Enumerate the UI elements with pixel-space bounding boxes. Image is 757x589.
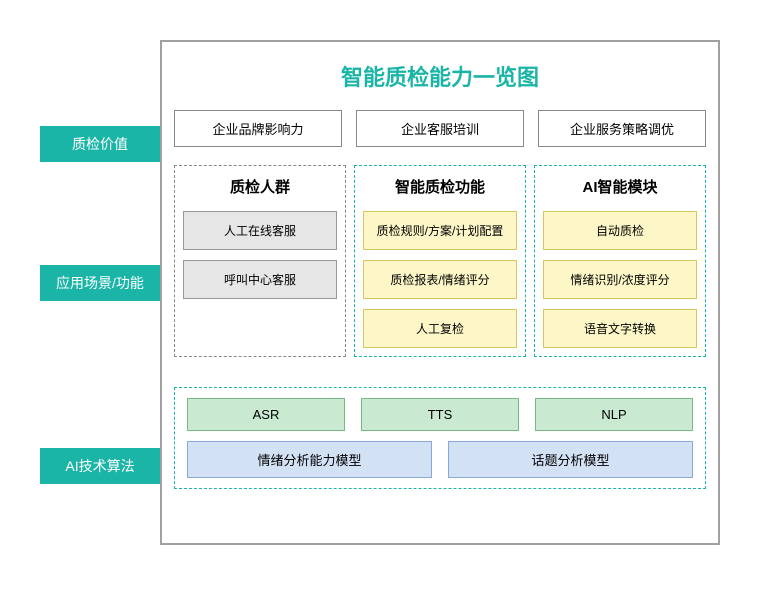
cell-2-2: 语音文字转换 — [543, 309, 697, 348]
value-box-0: 企业品牌影响力 — [174, 110, 342, 147]
side-label-2: AI技术算法 — [40, 448, 160, 484]
cell-2-0: 自动质检 — [543, 211, 697, 250]
side-label-0: 质检价值 — [40, 126, 160, 162]
cell-1-2: 人工复检 — [363, 309, 517, 348]
value-row: 企业品牌影响力企业客服培训企业服务策略调优 — [174, 110, 706, 147]
tech-cell-1-2: NLP — [535, 398, 693, 431]
column-header-0: 质检人群 — [183, 176, 337, 197]
diagram-title: 智能质检能力一览图 — [174, 60, 706, 92]
tech-cell-2-0: 情绪分析能力模型 — [187, 441, 432, 478]
tech-cell-1-0: ASR — [187, 398, 345, 431]
side-label-1: 应用场景/功能 — [40, 265, 160, 301]
tech-cell-1-1: TTS — [361, 398, 519, 431]
column-header-1: 智能质检功能 — [363, 176, 517, 197]
scenario-row: 质检人群人工在线客服呼叫中心客服智能质检功能质检规则/方案/计划配置质检报表/情… — [174, 165, 706, 357]
column-header-2: AI智能模块 — [543, 176, 697, 197]
tech-cell-2-1: 话题分析模型 — [448, 441, 693, 478]
cell-2-1: 情绪识别/浓度评分 — [543, 260, 697, 299]
value-box-1: 企业客服培训 — [356, 110, 524, 147]
tech-group: ASR TTS NLP 情绪分析能力模型话题分析模型 — [174, 387, 706, 489]
value-box-2: 企业服务策略调优 — [538, 110, 706, 147]
tech-row-1: ASR TTS NLP — [187, 398, 693, 431]
tech-row-2: 情绪分析能力模型话题分析模型 — [187, 441, 693, 478]
main-frame: 智能质检能力一览图企业品牌影响力企业客服培训企业服务策略调优质检人群人工在线客服… — [160, 40, 720, 545]
column-1: 智能质检功能质检规则/方案/计划配置质检报表/情绪评分人工复检 — [354, 165, 526, 357]
cell-0-0: 人工在线客服 — [183, 211, 337, 250]
cell-0-1: 呼叫中心客服 — [183, 260, 337, 299]
column-2: AI智能模块自动质检情绪识别/浓度评分语音文字转换 — [534, 165, 706, 357]
column-0: 质检人群人工在线客服呼叫中心客服 — [174, 165, 346, 357]
cell-1-0: 质检规则/方案/计划配置 — [363, 211, 517, 250]
cell-1-1: 质检报表/情绪评分 — [363, 260, 517, 299]
